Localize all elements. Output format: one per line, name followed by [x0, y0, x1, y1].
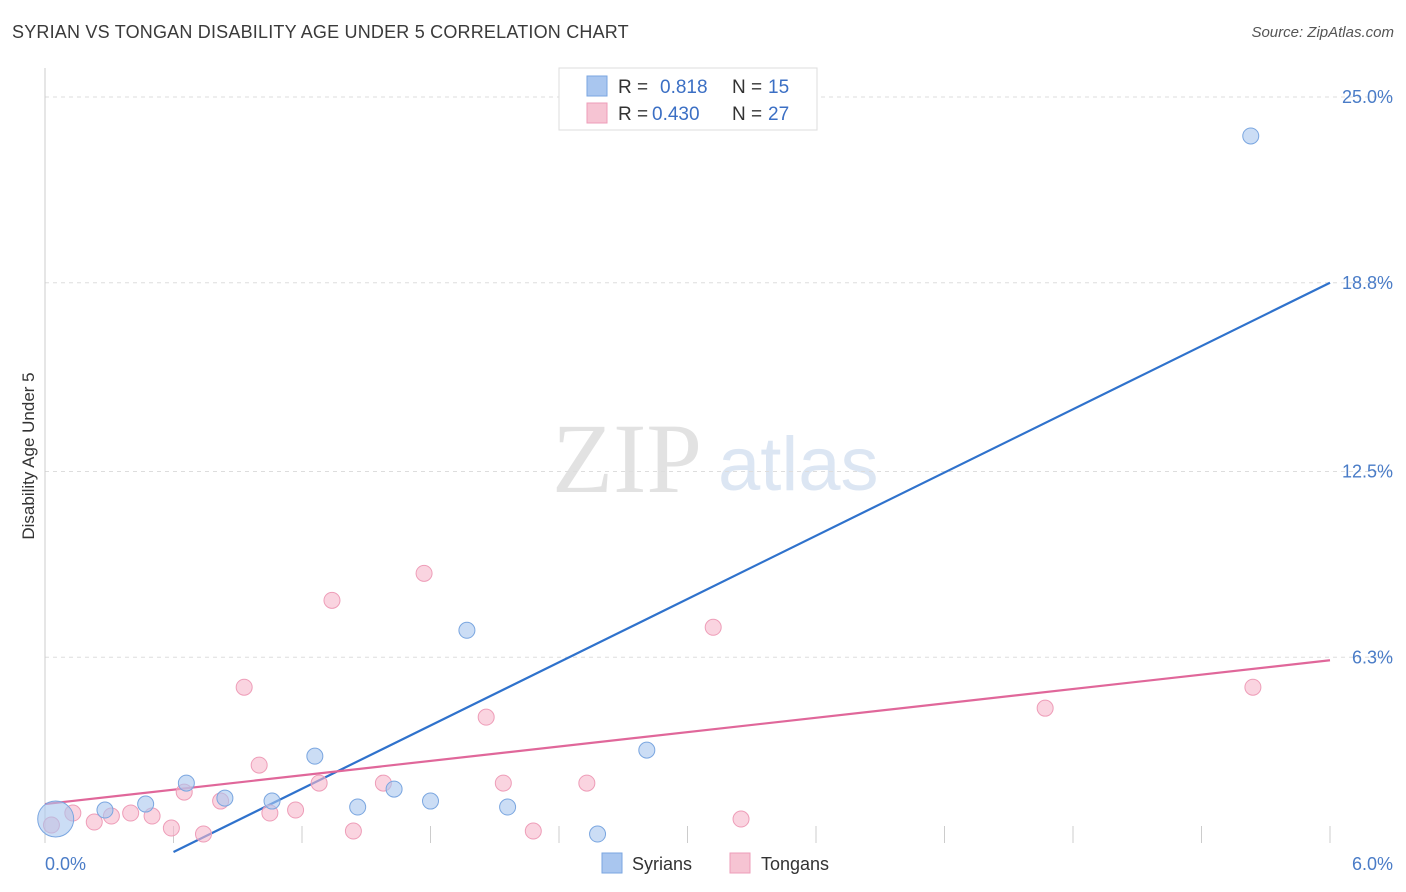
point-syrians: [306, 747, 324, 765]
bottom-legend-label-tongans: Tongans: [761, 854, 829, 874]
bottom-legend-label-syrians: Syrians: [632, 854, 692, 874]
point-syrians: [499, 798, 517, 816]
legend: R = 0.818 N = 15 R = 0.430 N = 27: [558, 67, 818, 131]
tick-labels: 6.3% 12.5% 18.8% 25.0% 0.0% 6.0%: [45, 87, 1393, 874]
point-tongans: [287, 801, 305, 819]
legend-swatch-syrians: [586, 75, 608, 97]
point-tongans: [85, 813, 103, 831]
axes: [44, 68, 1331, 843]
y-tick-label: 12.5%: [1342, 462, 1393, 482]
watermark-zip: ZIP: [552, 403, 702, 514]
x-tick-label: 6.0%: [1352, 854, 1393, 874]
watermark: ZIP atlas: [552, 403, 879, 514]
legend-r-label-tongans: R =: [618, 104, 648, 125]
bottom-legend-swatch-tongans: [729, 852, 751, 874]
point-tongans: [1036, 699, 1054, 717]
watermark-atlas: atlas: [718, 422, 879, 507]
data-points: [37, 127, 1262, 843]
trend-line-syrians: [173, 281, 1331, 853]
point-syrians: [638, 741, 656, 759]
point-tongans: [122, 804, 140, 822]
legend-r-value-tongans: 0.430: [652, 104, 700, 125]
point-tongans: [477, 708, 495, 726]
point-syrians: [349, 798, 367, 816]
y-tick-label: 25.0%: [1342, 87, 1393, 107]
x-tick-label: 0.0%: [45, 854, 86, 874]
legend-r-value-syrians: 0.818: [660, 77, 708, 98]
grid: [45, 96, 1392, 658]
bottom-legend: Syrians Tongans: [601, 852, 829, 874]
point-tongans: [732, 810, 750, 828]
legend-r-label-syrians: R =: [618, 77, 648, 98]
point-tongans: [235, 678, 253, 696]
point-tongans: [415, 564, 433, 582]
point-tongans: [344, 822, 362, 840]
point-syrians: [385, 780, 403, 798]
point-syrians: [458, 621, 476, 639]
point-tongans: [162, 819, 180, 837]
point-tongans: [524, 822, 542, 840]
point-tongans: [323, 591, 341, 609]
legend-n-value-tongans: 27: [768, 104, 789, 125]
point-syrians: [216, 789, 234, 807]
legend-swatch-tongans: [586, 102, 608, 124]
bottom-legend-swatch-syrians: [601, 852, 623, 874]
point-tongans: [194, 825, 212, 843]
point-syrians: [37, 800, 75, 838]
point-syrians: [137, 795, 155, 813]
legend-n-label-syrians: N =: [732, 77, 762, 98]
y-tick-label: 6.3%: [1352, 647, 1393, 667]
legend-n-value-syrians: 15: [768, 77, 789, 98]
y-axis-label: Disability Age Under 5: [19, 372, 38, 539]
point-tongans: [704, 618, 722, 636]
point-tongans: [578, 774, 596, 792]
point-tongans: [250, 756, 268, 774]
point-tongans: [494, 774, 512, 792]
point-syrians: [177, 774, 195, 792]
legend-n-label-tongans: N =: [732, 104, 762, 125]
trend-lines: [44, 281, 1331, 853]
y-tick-label: 18.8%: [1342, 273, 1393, 293]
point-tongans: [310, 774, 328, 792]
point-syrians: [263, 792, 281, 810]
point-syrians: [96, 801, 114, 819]
point-tongans: [1244, 678, 1262, 696]
source-credit: Source: ZipAtlas.com: [1251, 24, 1394, 41]
point-syrians: [589, 825, 607, 843]
chart-title: SYRIAN VS TONGAN DISABILITY AGE UNDER 5 …: [12, 22, 629, 42]
trend-line-tongans: [44, 659, 1331, 806]
point-syrians: [422, 792, 439, 810]
point-syrians: [1242, 127, 1260, 145]
